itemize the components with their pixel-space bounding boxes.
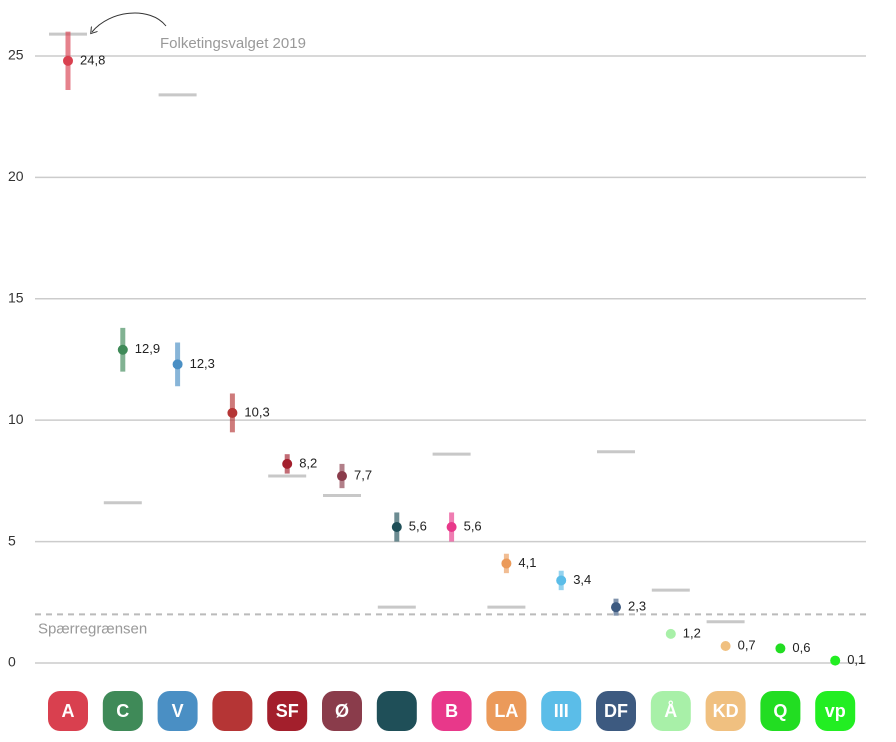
value-label: 5,6 <box>409 518 427 533</box>
party-logo <box>486 691 527 731</box>
x-tick-label: KD <box>713 701 739 721</box>
point <box>337 471 347 482</box>
point <box>446 522 457 533</box>
party-logo <box>322 691 362 731</box>
point <box>391 522 402 533</box>
party-logo <box>596 691 636 731</box>
party-logo <box>48 691 88 731</box>
x-tick-label: Ø <box>335 701 349 721</box>
y-tick-label: 15 <box>8 289 24 305</box>
x-tick-label: V <box>172 701 184 721</box>
party-logo <box>705 691 746 731</box>
annotation: Folketingsvalget 2019 <box>160 35 306 52</box>
value-label: 3,4 <box>573 572 591 587</box>
point <box>172 359 183 370</box>
x-tick-label: III <box>554 701 569 721</box>
x-tick-label: LA <box>494 701 518 721</box>
y-tick-label: 5 <box>8 532 16 548</box>
party-logo <box>431 691 472 731</box>
x-tick-label: A <box>62 701 75 721</box>
value-label: 24,8 <box>80 52 105 67</box>
threshold-label: Spærregrænsen <box>38 620 147 637</box>
value-label: 12,3 <box>190 356 215 371</box>
party-logo <box>376 691 417 731</box>
point <box>227 407 238 418</box>
value-label: 7,7 <box>354 467 372 482</box>
party-logo <box>212 691 253 731</box>
value-label: 10,3 <box>244 404 269 419</box>
party-logo <box>267 691 308 731</box>
annotation-arrow <box>92 12 167 32</box>
x-tick-label: C <box>116 701 129 721</box>
value-label: 5,6 <box>464 518 482 533</box>
x-tick-label: vp <box>825 701 846 721</box>
y-tick-label: 20 <box>8 168 24 184</box>
point <box>720 641 731 652</box>
y-tick-label: 0 <box>8 654 16 670</box>
point <box>556 575 567 586</box>
y-tick-label: 25 <box>8 47 24 63</box>
x-tick-label: B <box>445 701 458 721</box>
value-label: 0,6 <box>792 640 810 655</box>
point <box>665 628 676 639</box>
party-logo <box>541 691 582 731</box>
y-tick-label: 10 <box>8 411 24 427</box>
point <box>282 458 293 469</box>
point <box>611 602 621 613</box>
value-label: 8,2 <box>299 455 317 470</box>
point <box>63 55 73 66</box>
value-label: 1,2 <box>683 625 701 640</box>
party-logo <box>815 691 856 731</box>
point <box>117 344 128 355</box>
value-label: 0,1 <box>847 652 865 667</box>
x-tick-label: Å <box>664 701 677 721</box>
point <box>775 643 786 654</box>
x-tick-label: SF <box>276 701 299 721</box>
point <box>830 655 841 666</box>
party-logo <box>157 691 198 731</box>
x-tick-label: Q <box>773 701 787 721</box>
party-logo <box>650 691 691 731</box>
value-label: 12,9 <box>135 341 160 356</box>
value-label: 0,7 <box>738 637 756 652</box>
party-logo <box>760 691 801 731</box>
value-label: 4,1 <box>518 555 536 570</box>
point <box>501 558 512 569</box>
party-logo <box>102 691 143 731</box>
value-label: 2,3 <box>628 599 646 614</box>
x-tick-label: DF <box>604 701 628 721</box>
